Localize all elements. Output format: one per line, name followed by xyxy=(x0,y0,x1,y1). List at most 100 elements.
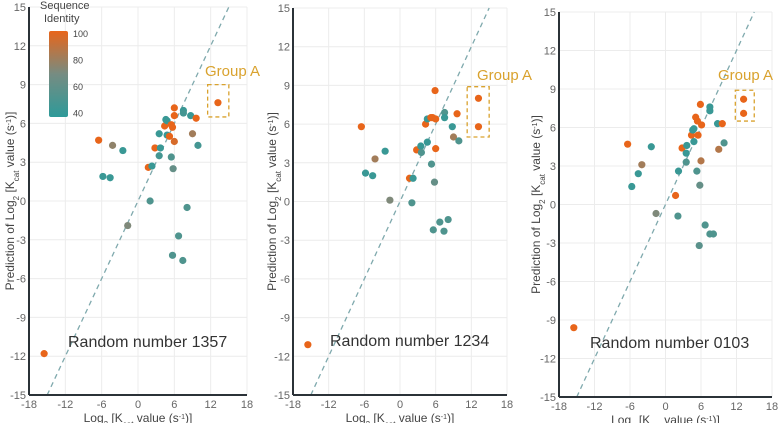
label-subscript: 2 xyxy=(104,420,109,423)
data-point xyxy=(740,95,748,103)
x-tick-label: -12 xyxy=(57,399,73,411)
y-tick-label: 3 xyxy=(550,161,556,173)
panel-title: Random number 1234 xyxy=(330,333,489,350)
x-tick-label: 6 xyxy=(698,401,704,413)
data-point xyxy=(179,109,188,117)
group-a-box xyxy=(466,86,490,138)
data-point xyxy=(436,218,444,226)
label-segment: [K xyxy=(3,181,17,196)
data-point xyxy=(638,161,646,169)
data-point xyxy=(146,197,154,205)
data-point xyxy=(695,241,703,250)
label-superscript: -1 xyxy=(268,119,275,125)
y-tick-label: 0 xyxy=(284,197,290,209)
data-point xyxy=(417,142,425,150)
data-point xyxy=(151,144,159,152)
data-point xyxy=(106,174,114,182)
data-point xyxy=(369,172,377,180)
data-point xyxy=(423,138,431,146)
label-segment: value (s xyxy=(265,126,279,171)
data-point xyxy=(694,131,702,139)
data-point xyxy=(174,232,183,240)
panel-title: Random number 1357 xyxy=(68,334,227,351)
data-point xyxy=(455,137,463,145)
label-segment: )] xyxy=(185,411,192,423)
data-point xyxy=(155,152,163,160)
data-point xyxy=(696,100,705,108)
label-segment: )] xyxy=(447,411,454,423)
label-segment: Log xyxy=(611,413,631,423)
label-segment: Log xyxy=(346,411,366,423)
x-tick-label: 6 xyxy=(433,399,439,411)
data-point xyxy=(690,125,698,133)
group-a-label: Group A xyxy=(477,67,532,84)
data-point xyxy=(188,130,197,138)
data-point xyxy=(170,137,178,146)
x-tick-label: -6 xyxy=(97,399,107,411)
y-tick-label: -3 xyxy=(280,235,290,247)
y-tick-label: 12 xyxy=(14,41,26,53)
label-segment: [K xyxy=(529,185,543,200)
data-point xyxy=(453,110,461,118)
x-tick-label: 0 xyxy=(662,401,668,413)
x-tick-label: 12 xyxy=(205,399,217,411)
data-point xyxy=(474,123,483,131)
x-tick-label: -18 xyxy=(551,401,567,413)
data-point xyxy=(183,203,191,212)
label-segment: [K xyxy=(108,411,123,423)
data-point xyxy=(693,167,701,175)
label-subscript: 2 xyxy=(274,196,283,201)
colorbar xyxy=(49,31,68,117)
y-tick-label: 0 xyxy=(550,200,556,212)
y-tick-label: -3 xyxy=(16,235,26,247)
x-tick-label: -12 xyxy=(321,399,337,411)
y-tick-label: -15 xyxy=(10,390,26,402)
data-point xyxy=(386,196,394,204)
data-point xyxy=(429,226,437,234)
identity-diagonal-line xyxy=(576,11,755,398)
data-point xyxy=(409,174,417,182)
y-tick-label: -12 xyxy=(540,354,556,366)
y-tick-label: 15 xyxy=(544,7,556,19)
data-point xyxy=(165,132,174,140)
y-tick-label: 6 xyxy=(20,118,26,130)
x-tick-label: -6 xyxy=(359,399,369,411)
data-point xyxy=(170,112,178,120)
label-segment: Prediction of Log xyxy=(3,200,17,290)
y-tick-label: 15 xyxy=(278,3,290,15)
data-point xyxy=(371,155,379,163)
data-point xyxy=(474,94,483,102)
data-point xyxy=(740,109,748,117)
data-point xyxy=(444,215,452,224)
data-point xyxy=(156,144,165,152)
y-tick-label: 15 xyxy=(14,2,26,14)
y-tick-label: -9 xyxy=(546,315,556,327)
data-point xyxy=(169,165,177,173)
data-point xyxy=(652,209,660,218)
y-axis-label: Prediction of Log2 [Kcat value (s-1)] xyxy=(3,112,21,291)
label-segment: [K xyxy=(636,413,651,423)
y-tick-label: -9 xyxy=(280,313,290,325)
label-segment: )] xyxy=(265,112,279,119)
y-tick-label: 12 xyxy=(544,46,556,58)
data-point xyxy=(683,141,691,150)
label-subscript: 2 xyxy=(366,420,371,423)
label-superscript: -1 xyxy=(441,414,447,421)
data-point xyxy=(570,324,578,332)
y-axis-label: Prediction of Log2 [Kcat value (s-1)] xyxy=(265,112,283,291)
label-segment: Log xyxy=(84,411,104,423)
data-point xyxy=(124,221,132,230)
x-tick-label: -18 xyxy=(285,399,301,411)
data-point xyxy=(95,136,103,144)
x-axis-label: Log2 [Kcat value (s-1)] xyxy=(346,411,455,423)
label-superscript: -1 xyxy=(179,414,185,421)
y-tick-label: 3 xyxy=(20,157,26,169)
x-tick-label: -6 xyxy=(625,401,635,413)
data-point xyxy=(720,139,728,147)
colorbar-tick-label: 40 xyxy=(73,109,83,119)
data-point xyxy=(647,143,655,151)
data-point xyxy=(624,140,632,148)
